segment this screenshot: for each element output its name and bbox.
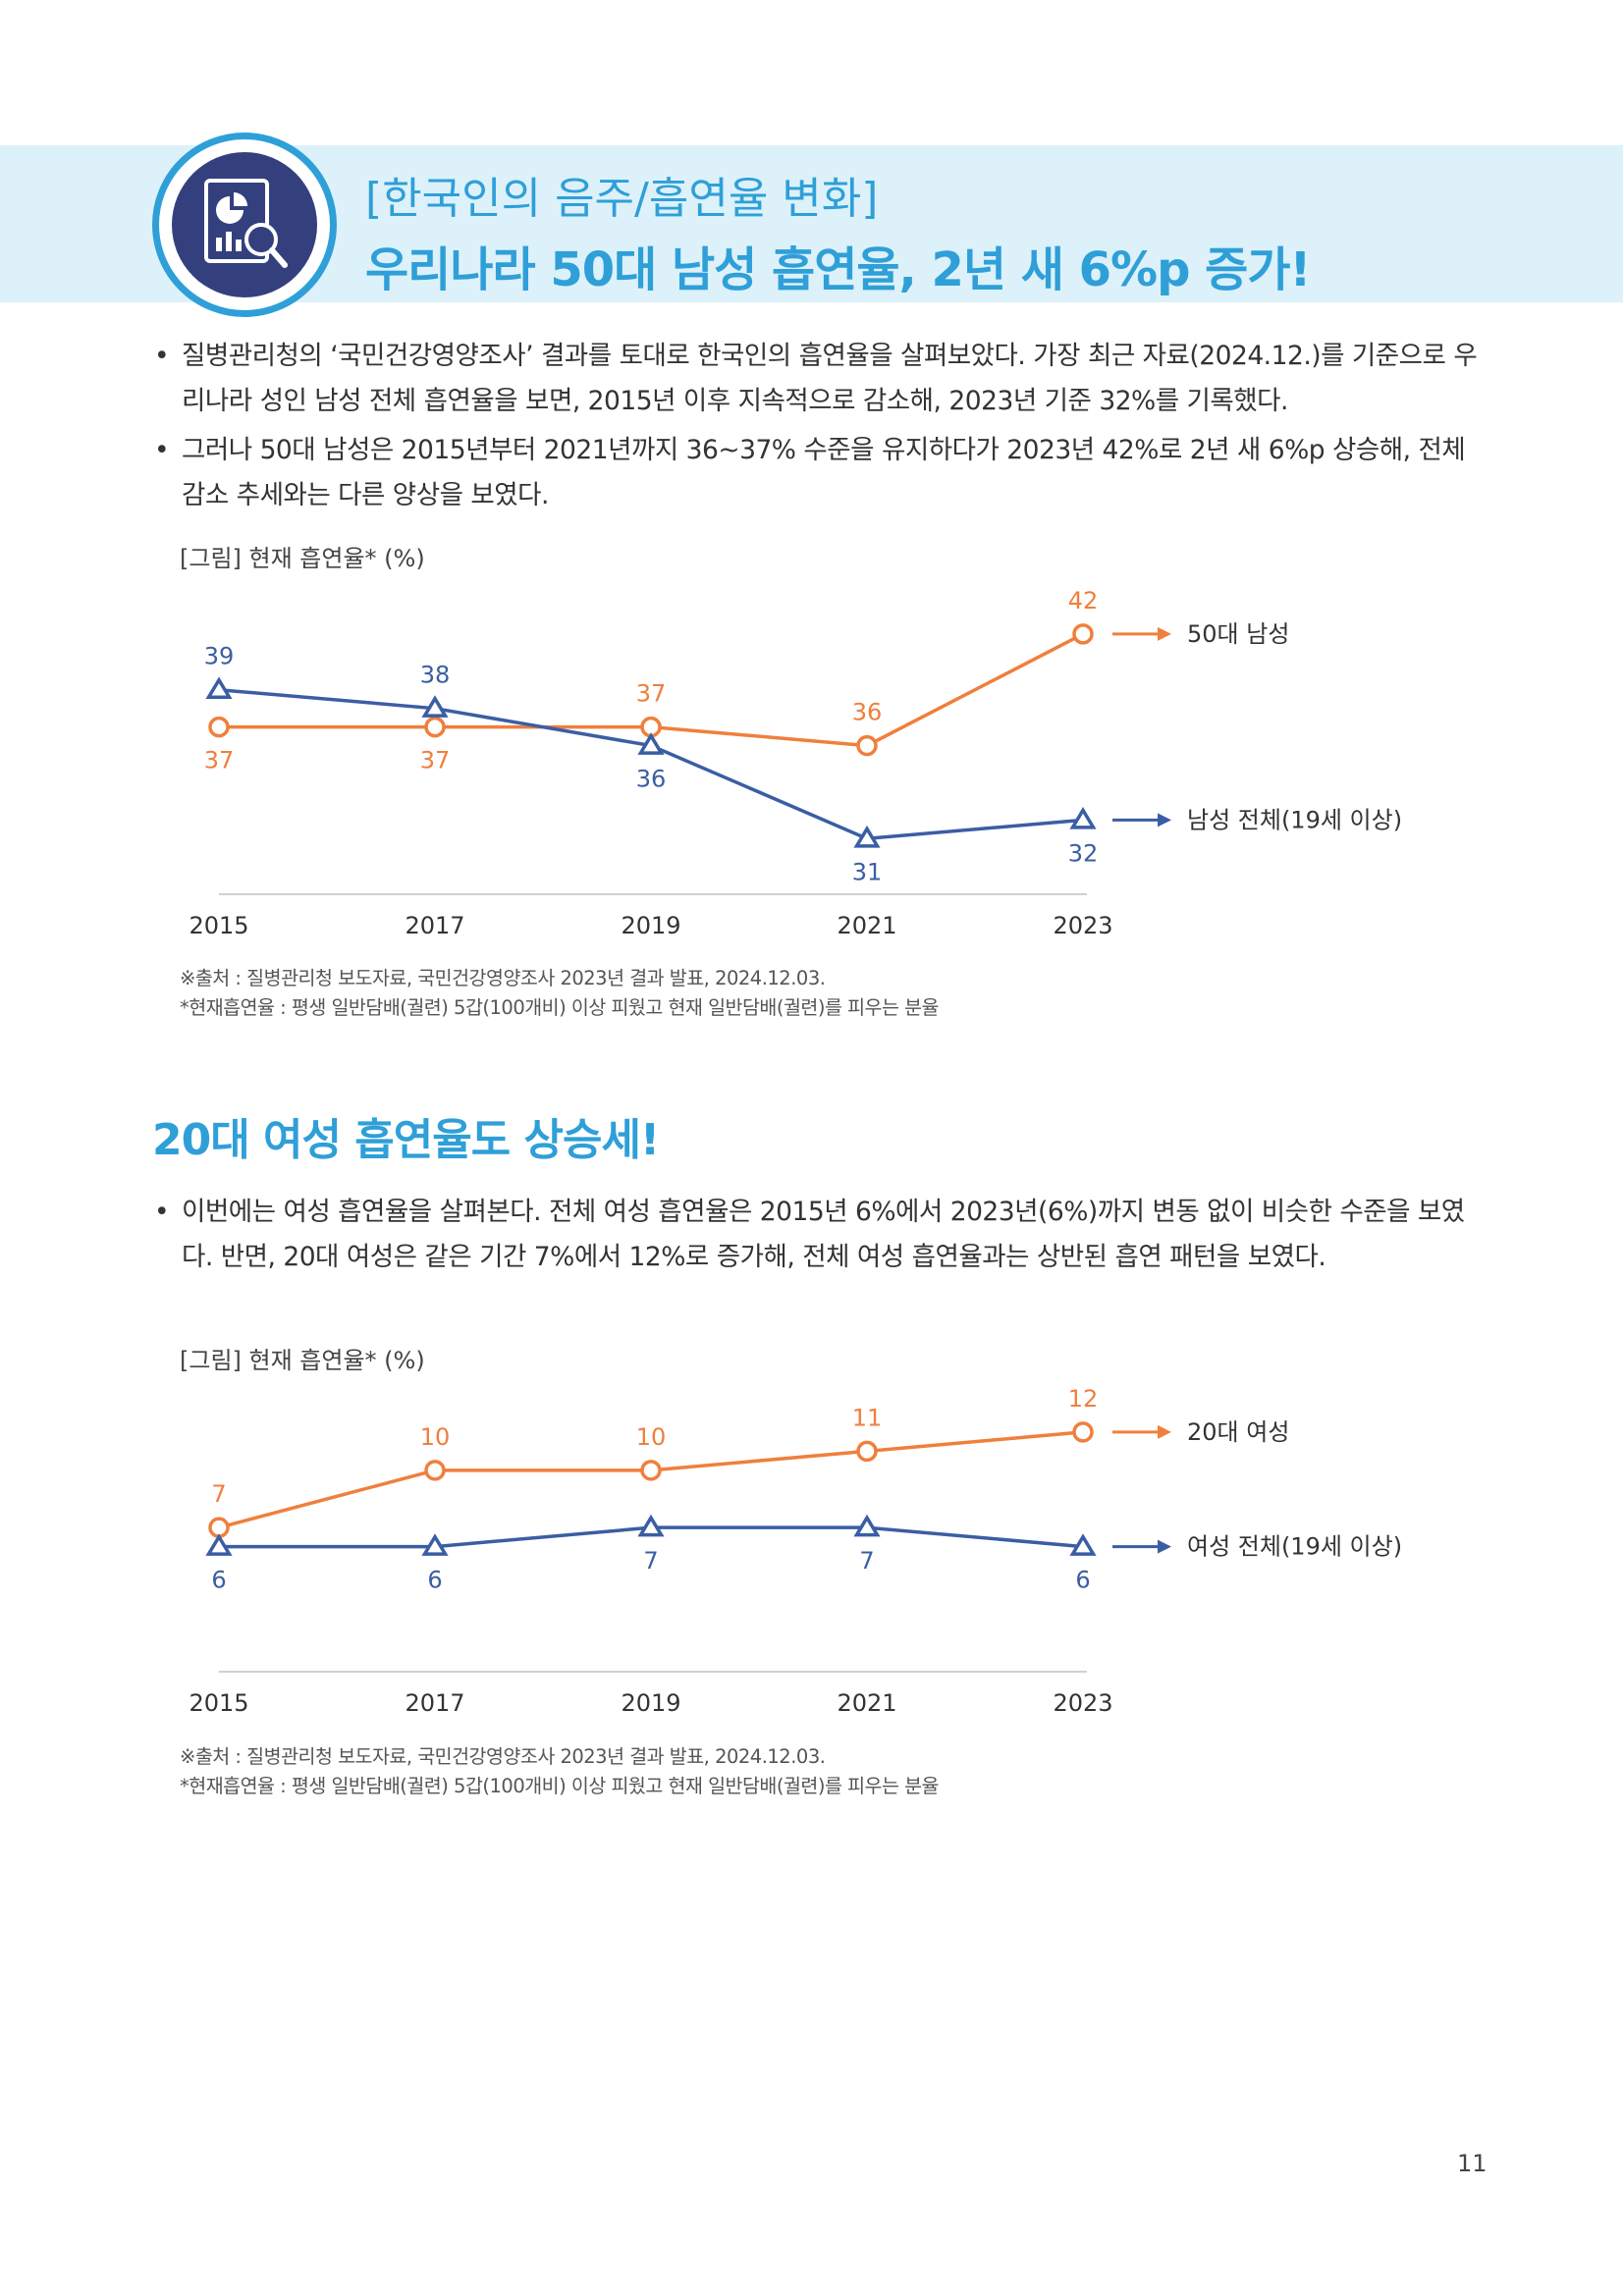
figure-caption: [그림] 현재 흡연율* (%) <box>180 1347 425 1374</box>
section-title: 20대 여성 흡연율도 상승세! <box>152 1115 660 1165</box>
data-label: 36 <box>852 699 883 726</box>
legend-label: 50대 남성 <box>1187 620 1289 648</box>
x-tick-label: 2017 <box>405 1689 464 1717</box>
legend-arrow-head <box>1158 626 1171 641</box>
data-label: 38 <box>420 662 451 689</box>
header-subtitle: [한국인의 음주/흡연율 변화] <box>365 174 879 224</box>
bullet-item: 이번에는 여성 흡연율을 살펴본다. 전체 여성 흡연율은 2015년 6%에서… <box>152 1190 1478 1280</box>
data-label: 37 <box>636 680 667 708</box>
data-label: 10 <box>420 1423 451 1451</box>
data-label: 6 <box>211 1567 226 1594</box>
data-label: 32 <box>1068 839 1099 867</box>
data-point-triangle <box>1069 806 1097 829</box>
data-label: 31 <box>852 858 883 885</box>
data-label: 37 <box>420 747 451 774</box>
legend-label: 20대 여성 <box>1187 1418 1289 1446</box>
page-number: 11 <box>1457 2150 1488 2177</box>
data-label: 11 <box>852 1404 883 1431</box>
data-point-triangle <box>853 825 881 848</box>
definition-note: *현재흡연율 : 평생 일반담배(궐련) 5갑(100개비) 이상 피웠고 현재… <box>180 1775 939 1797</box>
header-title: 우리나라 50대 남성 흡연율, 2년 새 6%p 증가! <box>365 242 1311 297</box>
data-label: 6 <box>1075 1567 1090 1594</box>
data-point-circle <box>424 716 446 738</box>
legend-arrow-head <box>1158 1424 1171 1439</box>
data-point-circle <box>208 716 230 738</box>
bullet-item: 질병관리청의 ‘국민건강영양조사’ 결과를 토대로 한국인의 흡연율을 살펴보았… <box>152 334 1478 424</box>
x-tick-label: 2019 <box>621 1689 680 1717</box>
data-label: 12 <box>1068 1385 1099 1413</box>
data-point-circle <box>856 1440 878 1463</box>
x-tick-label: 2015 <box>189 1689 248 1717</box>
source-note: ※출처 : 질병관리청 보도자료, 국민건강영양조사 2023년 결과 발표, … <box>180 1745 826 1768</box>
x-tick-label: 2021 <box>837 1689 896 1717</box>
data-point-circle <box>856 734 878 757</box>
data-label: 7 <box>643 1547 658 1575</box>
section1-bullets: 질병관리청의 ‘국민건강영양조사’ 결과를 토대로 한국인의 흡연율을 살펴보았… <box>152 334 1478 522</box>
data-point-circle <box>1072 623 1094 645</box>
x-tick-label: 2019 <box>621 912 680 939</box>
legend-label: 남성 전체(19세 이상) <box>1187 806 1402 833</box>
data-point-circle <box>1072 1421 1094 1443</box>
x-tick-label: 2017 <box>405 912 464 939</box>
line-chart-women: 2015 2017 2019 2021 2023 7 10 10 11 12 20대 여성 6 6 7 7 6… <box>189 1385 1402 1717</box>
data-label: 36 <box>636 766 667 793</box>
data-point-circle <box>424 1460 446 1481</box>
header-badge <box>152 133 337 317</box>
line-chart-men: 2015 2017 2019 2021 2023 37 37 37 36 42 50대 남성 39 38… <box>189 587 1402 939</box>
data-label: 6 <box>427 1567 442 1594</box>
data-label: 10 <box>636 1423 667 1451</box>
data-point-triangle <box>637 732 665 755</box>
badge-background <box>172 152 317 297</box>
chart-magnifier-icon <box>204 179 288 268</box>
data-point-triangle <box>637 1514 665 1537</box>
data-point-triangle <box>205 1533 233 1556</box>
data-point-circle <box>640 1460 662 1481</box>
x-tick-label: 2023 <box>1053 1689 1112 1717</box>
data-label: 39 <box>204 643 235 670</box>
data-point-triangle <box>1069 1533 1097 1556</box>
definition-note: *현재흡연율 : 평생 일반담배(궐련) 5갑(100개비) 이상 피웠고 현재… <box>180 996 939 1019</box>
x-tick-label: 2021 <box>837 912 896 939</box>
legend-arrow-head <box>1158 813 1171 828</box>
x-tick-label: 2015 <box>189 912 248 939</box>
data-label: 42 <box>1068 587 1099 614</box>
data-label: 7 <box>859 1547 874 1575</box>
legend-arrow-head <box>1158 1539 1171 1554</box>
source-note: ※출처 : 질병관리청 보도자료, 국민건강영양조사 2023년 결과 발표, … <box>180 967 826 989</box>
data-point-triangle <box>853 1514 881 1537</box>
data-point-triangle <box>421 1533 449 1556</box>
data-label: 37 <box>204 747 235 774</box>
section2-bullets: 이번에는 여성 흡연율을 살펴본다. 전체 여성 흡연율은 2015년 6%에서… <box>152 1190 1478 1284</box>
series-line <box>218 687 1084 841</box>
x-tick-label: 2023 <box>1053 912 1112 939</box>
data-point-triangle <box>421 695 449 718</box>
bullet-item: 그러나 50대 남성은 2015년부터 2021년까지 36~37% 수준을 유… <box>152 428 1478 518</box>
data-point-triangle <box>205 676 233 699</box>
data-label: 7 <box>211 1480 226 1508</box>
legend-label: 여성 전체(19세 이상) <box>1187 1533 1402 1561</box>
figure-caption: [그림] 현재 흡연율* (%) <box>180 545 425 572</box>
